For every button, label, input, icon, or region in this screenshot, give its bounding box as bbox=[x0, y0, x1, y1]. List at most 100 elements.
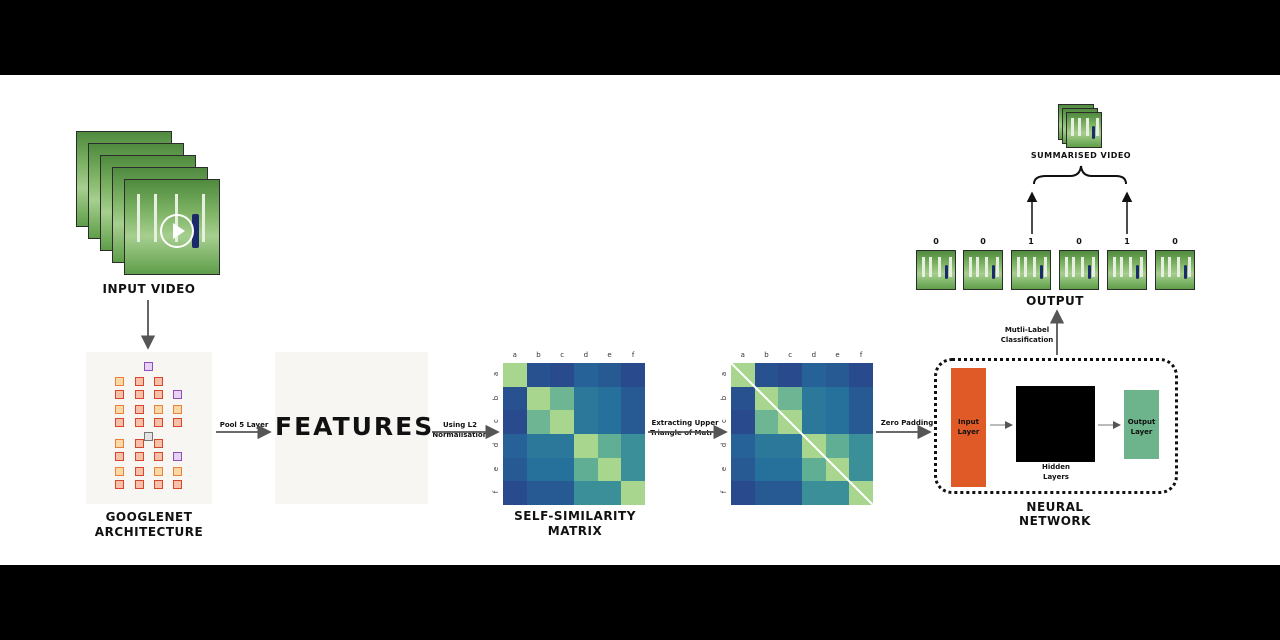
matrix-cell bbox=[550, 410, 575, 435]
matrix-cell bbox=[503, 410, 527, 435]
matrix-cell bbox=[503, 363, 527, 387]
architecture-block bbox=[115, 405, 124, 414]
hidden-layers-label-line1: Hidden bbox=[1041, 463, 1070, 471]
matrix-cell bbox=[621, 457, 646, 482]
player-figure bbox=[992, 265, 995, 279]
matrix-cell bbox=[849, 457, 874, 482]
tree-trunk bbox=[1081, 257, 1084, 277]
output-bit: 1 bbox=[1124, 237, 1130, 246]
architecture-block bbox=[115, 452, 124, 461]
summarised-video-label: SUMMARISED VIDEO bbox=[1030, 151, 1132, 160]
output-frame bbox=[1155, 250, 1195, 290]
upper-triangle-matrix bbox=[731, 363, 874, 506]
player-figure bbox=[1136, 265, 1139, 279]
googlenet-label: GOOGLENET ARCHITECTURE bbox=[80, 510, 218, 540]
player-figure bbox=[1184, 265, 1187, 279]
matrix-cell bbox=[849, 434, 874, 458]
matrix-cell bbox=[778, 363, 803, 387]
output-layer-label: Output Layer bbox=[1121, 417, 1162, 437]
matrix-column-tick: a bbox=[740, 351, 745, 359]
matrix-cell bbox=[731, 481, 755, 506]
architecture-block bbox=[115, 390, 124, 399]
matrix-cell bbox=[550, 481, 575, 506]
hidden-layers bbox=[1016, 386, 1095, 462]
output-bit: 0 bbox=[980, 237, 986, 246]
top-letterbox bbox=[0, 0, 1280, 75]
tree-trunk bbox=[154, 194, 157, 242]
architecture-block bbox=[115, 467, 124, 476]
hidden-layers-label-line2: Layers bbox=[1043, 473, 1069, 481]
architecture-block bbox=[154, 439, 163, 448]
output-bit: 0 bbox=[1076, 237, 1082, 246]
matrix-cell bbox=[825, 386, 850, 411]
matrix-cell bbox=[731, 410, 755, 435]
matrix-cell bbox=[550, 434, 575, 458]
matrix-cell bbox=[754, 363, 779, 387]
output-bit: 0 bbox=[933, 237, 939, 246]
tree-trunk bbox=[1120, 257, 1123, 277]
player-figure bbox=[945, 265, 948, 279]
matrix-cell bbox=[849, 410, 874, 435]
matrix-cell bbox=[778, 481, 803, 506]
matrix-diagonal bbox=[731, 363, 873, 505]
output-bit: 0 bbox=[1172, 237, 1178, 246]
matrix-cell bbox=[503, 386, 527, 411]
input-layer-label-line1: Input bbox=[958, 418, 979, 426]
summary-frame bbox=[1066, 112, 1102, 148]
architecture-block bbox=[135, 377, 144, 386]
matrix-cell bbox=[825, 363, 850, 387]
zero-padding-edge-label: Zero Padding bbox=[880, 419, 934, 427]
matrix-cell bbox=[825, 410, 850, 435]
matrix-cell bbox=[802, 457, 826, 482]
multilabel-edge-label-line2: Classification bbox=[1000, 336, 1054, 344]
architecture-block bbox=[135, 452, 144, 461]
matrix-cell bbox=[597, 410, 622, 435]
l2-edge-label-line2: Normalisation bbox=[432, 431, 488, 439]
tree-trunk bbox=[202, 194, 205, 242]
neural-network-label-line2: NETWORK bbox=[1019, 514, 1091, 528]
matrix-cell bbox=[550, 386, 575, 411]
input-video-label: INPUT VIDEO bbox=[102, 282, 196, 296]
input-layer-label-line2: Layer bbox=[957, 428, 980, 436]
architecture-block bbox=[135, 418, 144, 427]
matrix-column-tick: b bbox=[536, 351, 541, 359]
matrix-cell bbox=[503, 457, 527, 482]
matrix-column-tick: e bbox=[607, 351, 612, 359]
matrix-cell bbox=[526, 434, 551, 458]
matrix-cell bbox=[503, 434, 527, 458]
matrix-cell bbox=[778, 386, 803, 411]
l2-edge-label: Using L2 Normalisation bbox=[428, 420, 492, 440]
output-frame bbox=[963, 250, 1003, 290]
architecture-block bbox=[135, 390, 144, 399]
player-figure bbox=[1092, 126, 1095, 139]
matrix-cell bbox=[550, 363, 575, 387]
player-figure bbox=[1088, 265, 1091, 279]
architecture-block bbox=[154, 390, 163, 399]
output-frame bbox=[916, 250, 956, 290]
matrix-cell bbox=[825, 434, 850, 458]
tree-trunk bbox=[1071, 118, 1074, 136]
upper-triangle-edge-label: Extracting Upper Triangle of Matrix bbox=[645, 418, 725, 438]
tree-trunk bbox=[985, 257, 988, 277]
architecture-block bbox=[173, 405, 182, 414]
matrix-cell bbox=[526, 410, 551, 435]
architecture-block bbox=[144, 432, 153, 441]
architecture-block bbox=[144, 362, 153, 371]
matrix-cell bbox=[754, 410, 779, 435]
architecture-block bbox=[173, 467, 182, 476]
matrix-cell bbox=[802, 363, 826, 387]
architecture-block bbox=[115, 480, 124, 489]
matrix-cell bbox=[574, 434, 598, 458]
ssm-label: SELF-SIMILARITY MATRIX bbox=[490, 509, 660, 539]
tree-trunk bbox=[1072, 257, 1075, 277]
tree-trunk bbox=[976, 257, 979, 277]
neural-network-label: NEURAL NETWORK bbox=[1000, 500, 1110, 528]
neural-network-label-line1: NEURAL bbox=[1026, 500, 1084, 514]
tree-trunk bbox=[929, 257, 932, 277]
matrix-cell bbox=[621, 434, 646, 458]
architecture-block bbox=[173, 480, 182, 489]
tree-trunk bbox=[1161, 257, 1164, 277]
matrix-cell bbox=[802, 410, 826, 435]
matrix-cell bbox=[778, 434, 803, 458]
output-layer-label-line2: Layer bbox=[1130, 428, 1153, 436]
